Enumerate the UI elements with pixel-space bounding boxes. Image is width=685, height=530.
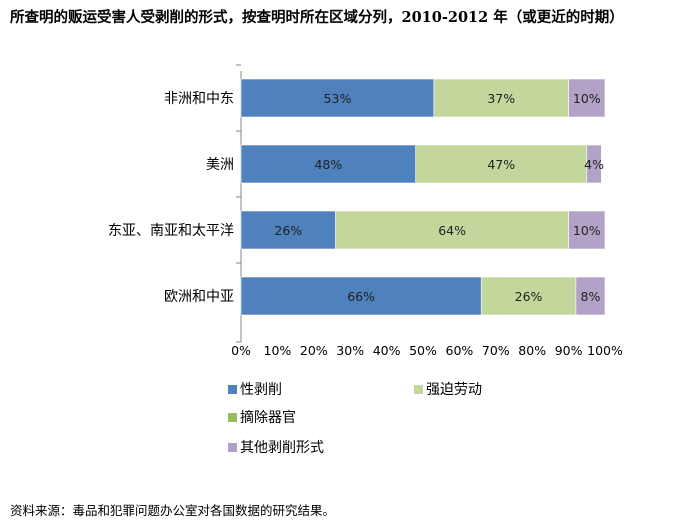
x-tick-label: 20% [300, 343, 328, 358]
data-label: 47% [487, 157, 515, 172]
x-tick-label: 0% [231, 343, 251, 358]
data-label: 10% [573, 223, 601, 238]
bar-segment [568, 210, 606, 250]
legend-label: 性剥削 [240, 382, 282, 398]
category-label: 美洲 [206, 157, 234, 173]
bar-segment [433, 78, 569, 118]
bar-segment [240, 276, 482, 316]
legend-swatch [228, 385, 237, 394]
x-tick-label: 50% [409, 343, 437, 358]
data-label: 26% [515, 289, 543, 304]
bar-segment [480, 276, 577, 316]
data-label: 64% [438, 223, 466, 238]
bar-segment [568, 78, 606, 118]
legend-label: 摘除器官 [240, 409, 296, 426]
data-label: 4% [584, 157, 604, 172]
legend-label: 其他剥削形式 [240, 440, 324, 456]
data-label: 8% [581, 289, 601, 304]
source-note: 资料来源：毒品和犯罪问题办公室对各国数据的研究结果。 [10, 503, 336, 518]
category-label: 欧洲和中亚 [164, 289, 234, 305]
data-label: 10% [573, 91, 601, 106]
labels-layer: 53% 37% 10% 48% 47% 4% 26% 64% 10% 66% 26% 8% [274, 91, 604, 304]
bar-segment [240, 144, 417, 184]
category-label: 非洲和中东 [164, 91, 234, 107]
bar-segment [415, 144, 588, 184]
bars-layer [240, 78, 606, 316]
data-label: 26% [274, 223, 302, 238]
bar-segment [240, 210, 336, 250]
legend-swatch [414, 385, 423, 394]
chart-title: 所查明的贩运受害人受剥削的形式，按查明时所在区域分列，2010-2012 年（或… [10, 9, 624, 26]
legend-swatch [228, 443, 237, 452]
x-tick-label: 30% [336, 343, 364, 358]
bar-segment [575, 276, 606, 316]
category-label: 东亚、南亚和太平洋 [108, 223, 234, 239]
legend-swatch [228, 413, 237, 422]
data-label: 48% [314, 157, 342, 172]
x-tick-label: 100% [587, 343, 623, 358]
x-tick-label: 70% [482, 343, 510, 358]
bar-segment [586, 144, 602, 184]
data-label: 66% [347, 289, 375, 304]
x-tick-label: 10% [264, 343, 292, 358]
data-label: 53% [324, 91, 352, 106]
x-tick-label: 60% [446, 343, 474, 358]
bar-segment [335, 210, 569, 250]
x-tick-label: 40% [373, 343, 401, 358]
bar-segment [240, 78, 435, 118]
x-tick-label: 90% [555, 343, 583, 358]
data-label: 37% [487, 91, 515, 106]
legend-label: 强迫劳动 [426, 382, 482, 398]
x-tick-label: 80% [518, 343, 546, 358]
